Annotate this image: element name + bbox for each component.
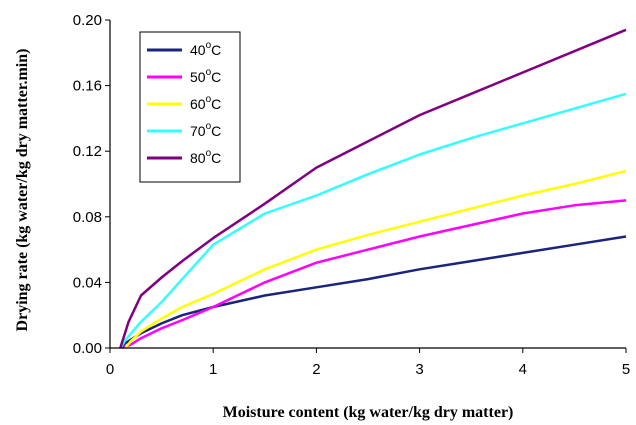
axes-layer [109, 20, 626, 349]
legend: 40oC 50oC 60oC 70oC 80oC [139, 31, 241, 183]
series-line-70c [119, 92, 627, 349]
legend-label: 50oC [190, 67, 221, 85]
y-tick-label: 0.12 [73, 143, 102, 160]
y-tick-label: 0.04 [73, 274, 102, 291]
x-tick-label: 0 [106, 361, 114, 378]
series-layer [119, 28, 627, 350]
y-tick-label: 0.00 [73, 340, 102, 357]
y-tick-label: 0.16 [73, 78, 102, 95]
x-tick-label: 4 [519, 361, 527, 378]
y-axis-title: Drying rate (kg water/kg dry matter.min) [14, 49, 31, 332]
series-line-60c [124, 169, 627, 349]
y-tick-label: 0.08 [73, 209, 102, 226]
legend-label: 60oC [190, 94, 221, 112]
series-line-40c [119, 235, 627, 349]
series-line-80c [119, 28, 627, 349]
x-tick-label: 3 [415, 361, 423, 378]
x-tick-label: 2 [312, 361, 320, 378]
ticks-layer: 0.00 0.04 0.08 0.12 0.16 0.20 0 1 2 3 4 5 [73, 12, 630, 378]
series-line-50c [121, 199, 627, 350]
x-axis-title: Moisture content (kg water/kg dry matter… [223, 404, 514, 421]
x-tick-label: 5 [622, 361, 630, 378]
y-tick-label: 0.20 [73, 12, 102, 29]
legend-label: 70oC [190, 121, 221, 139]
legend-label: 40oC [190, 40, 221, 58]
x-tick-label: 1 [209, 361, 217, 378]
legend-label: 80oC [190, 148, 221, 166]
